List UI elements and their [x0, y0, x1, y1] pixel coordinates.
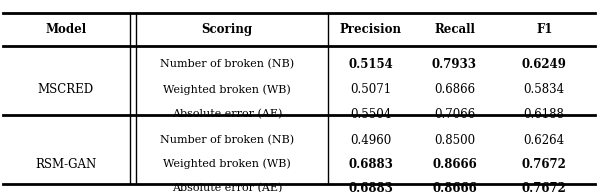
Text: 0.7672: 0.7672 [521, 182, 567, 192]
Text: 0.5071: 0.5071 [350, 83, 391, 96]
Text: 0.8500: 0.8500 [434, 134, 475, 147]
Text: 0.8666: 0.8666 [432, 158, 477, 171]
Text: Model: Model [45, 23, 86, 36]
Text: 0.7672: 0.7672 [521, 158, 567, 171]
Text: Number of broken (NB): Number of broken (NB) [160, 59, 294, 70]
Text: F1: F1 [536, 23, 553, 36]
Text: MSCRED: MSCRED [38, 83, 94, 96]
Text: 0.5504: 0.5504 [350, 108, 391, 121]
Text: Number of broken (NB): Number of broken (NB) [160, 135, 294, 145]
Text: 0.6249: 0.6249 [521, 58, 567, 71]
Text: Weighted broken (WB): Weighted broken (WB) [163, 84, 291, 95]
Text: Absolute error (AE): Absolute error (AE) [172, 183, 282, 192]
Text: 0.6883: 0.6883 [348, 158, 393, 171]
Text: Recall: Recall [434, 23, 475, 36]
Text: Absolute error (AE): Absolute error (AE) [172, 109, 282, 119]
Text: 0.7066: 0.7066 [434, 108, 475, 121]
Text: 0.6866: 0.6866 [434, 83, 475, 96]
Text: 0.4960: 0.4960 [350, 134, 391, 147]
Text: RSM-GAN: RSM-GAN [35, 158, 96, 171]
Text: Precision: Precision [340, 23, 402, 36]
Text: 0.8666: 0.8666 [432, 182, 477, 192]
Text: 0.5834: 0.5834 [524, 83, 565, 96]
Text: 0.6264: 0.6264 [524, 134, 565, 147]
Text: 0.6883: 0.6883 [348, 182, 393, 192]
Text: 0.6188: 0.6188 [524, 108, 565, 121]
Text: Scoring: Scoring [202, 23, 253, 36]
Text: 0.7933: 0.7933 [432, 58, 477, 71]
Text: Weighted broken (WB): Weighted broken (WB) [163, 159, 291, 170]
Text: 0.5154: 0.5154 [349, 58, 393, 71]
